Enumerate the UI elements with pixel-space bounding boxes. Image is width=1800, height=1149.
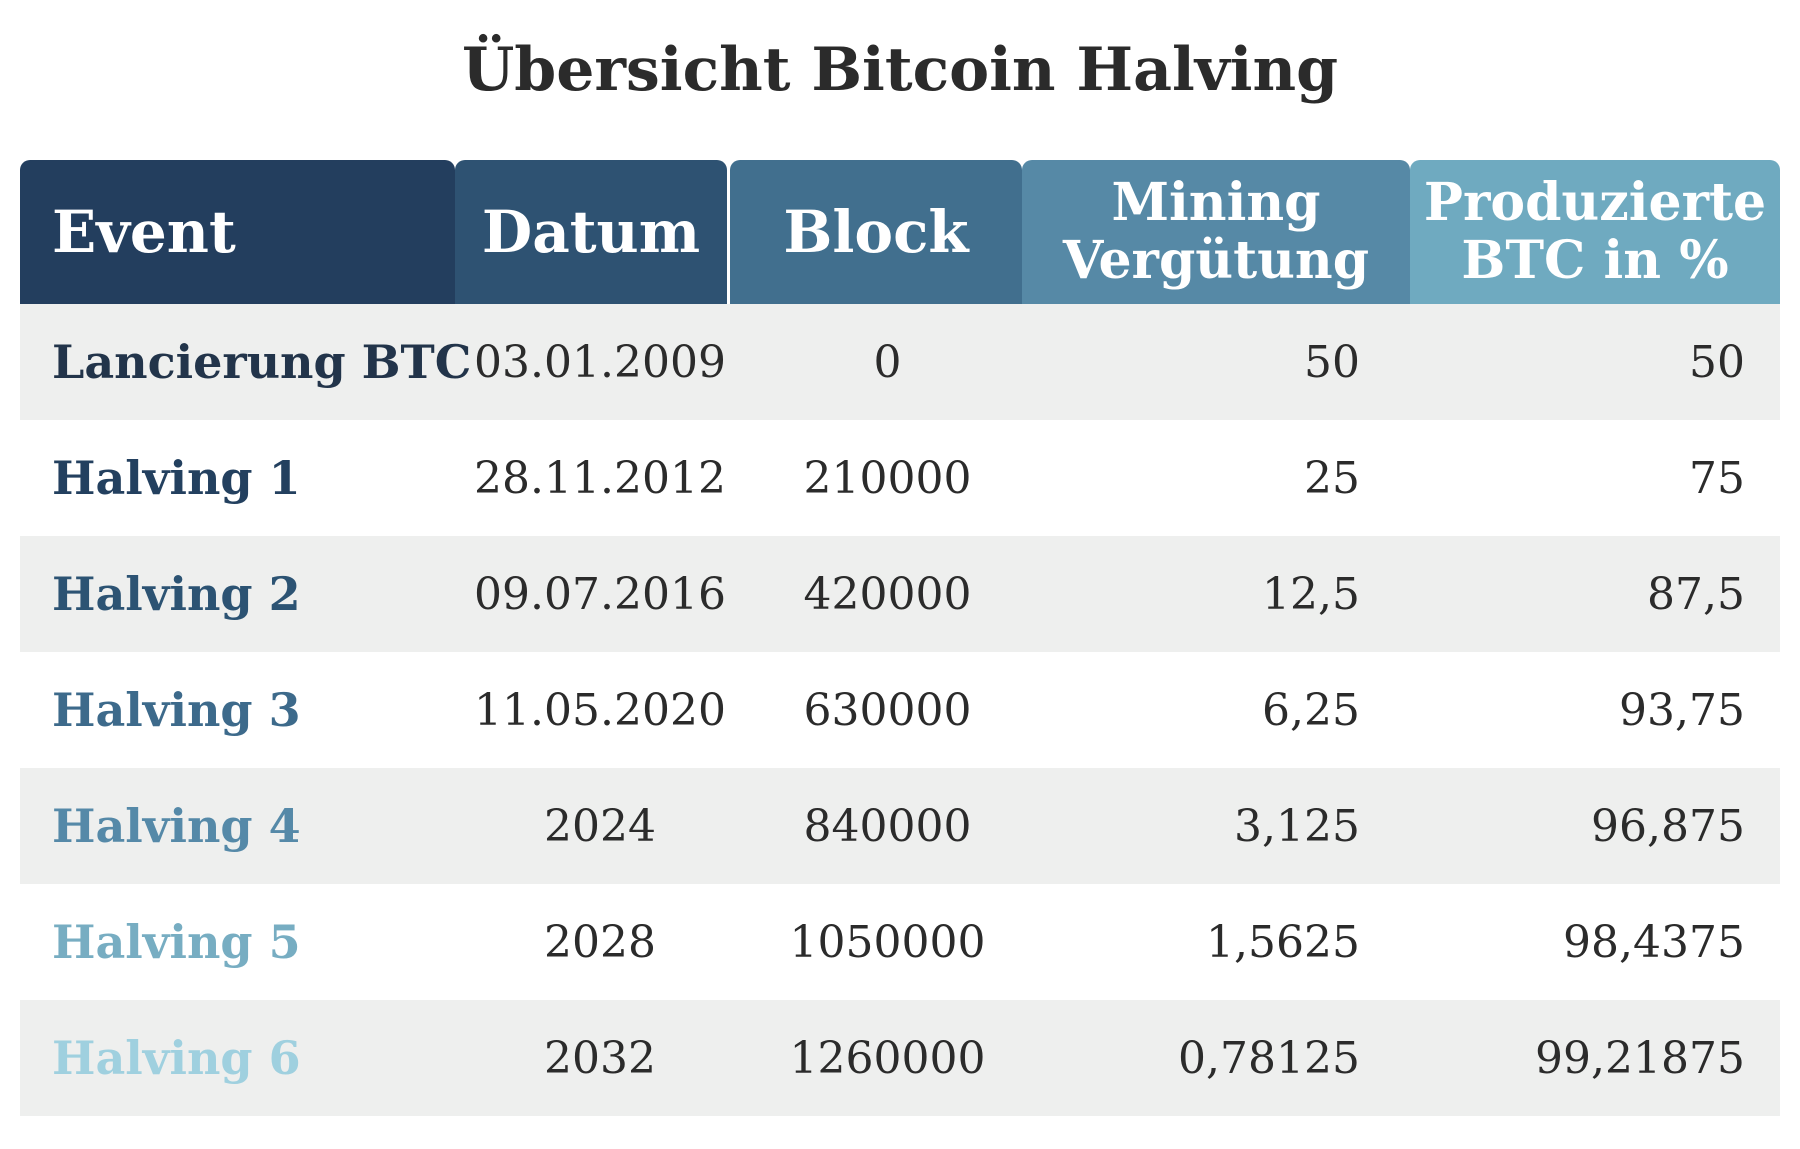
header-datum-label: Datum — [481, 198, 701, 266]
cell-produzierte-btc: 75 — [1689, 452, 1745, 504]
cell-datum: 28.11.2012 — [474, 452, 726, 504]
cell-mining-verguetung: 1,5625 — [1206, 916, 1360, 968]
header-mining-label: Mining Vergütung — [1063, 174, 1369, 290]
cell-datum: 2024 — [544, 800, 656, 852]
cell-mining-verguetung: 50 — [1304, 336, 1360, 388]
cell-mining-verguetung: 12,5 — [1262, 568, 1360, 620]
header-mining-line-1: Mining — [1111, 172, 1321, 233]
cell-block: 630000 — [803, 684, 972, 736]
cell-mining-verguetung: 25 — [1304, 452, 1360, 504]
cell-datum: 03.01.2009 — [474, 336, 726, 388]
header-produziert-line-1: Produzierte — [1423, 172, 1767, 233]
table-header-row: Event Datum Block Mining Vergütung Produ… — [20, 160, 1780, 304]
cell-block: 840000 — [803, 800, 972, 852]
cell-datum: 2032 — [544, 1032, 656, 1084]
table-row: Halving 5 2028 1050000 1,5625 98,4375 — [20, 884, 1780, 1000]
cell-produzierte-btc: 98,4375 — [1563, 916, 1745, 968]
table-row: Halving 1 28.11.2012 210000 25 75 — [20, 420, 1780, 536]
cell-block: 1050000 — [789, 916, 986, 968]
cell-produzierte-btc: 99,21875 — [1535, 1032, 1745, 1084]
cell-event: Halving 5 — [52, 915, 301, 969]
table-row: Halving 4 2024 840000 3,125 96,875 — [20, 768, 1780, 884]
table-row: Halving 3 11.05.2020 630000 6,25 93,75 — [20, 652, 1780, 768]
cell-event: Halving 1 — [52, 451, 301, 505]
header-produziert: Produzierte BTC in % — [1410, 160, 1780, 304]
cell-produzierte-btc: 96,875 — [1591, 800, 1745, 852]
chart-title: Übersicht Bitcoin Halving — [461, 35, 1339, 105]
cell-produzierte-btc: 87,5 — [1647, 568, 1745, 620]
table-row: Halving 6 2032 1260000 0,78125 99,21875 — [20, 1000, 1780, 1116]
header-event-label: Event — [52, 198, 236, 266]
cell-block: 1260000 — [789, 1032, 986, 1084]
table-row: Lancierung BTC 03.01.2009 0 50 50 — [20, 304, 1780, 420]
cell-mining-verguetung: 0,78125 — [1178, 1032, 1360, 1084]
header-produziert-line-2: BTC in % — [1461, 230, 1729, 291]
cell-event: Halving 3 — [52, 683, 301, 737]
cell-block: 420000 — [803, 568, 972, 620]
header-datum: Datum — [455, 160, 727, 304]
cell-event: Lancierung BTC — [52, 335, 472, 389]
cell-mining-verguetung: 6,25 — [1262, 684, 1360, 736]
cell-event: Halving 4 — [52, 799, 301, 853]
cell-datum: 11.05.2020 — [474, 684, 726, 736]
cell-produzierte-btc: 93,75 — [1619, 684, 1745, 736]
table-row: Halving 2 09.07.2016 420000 12,5 87,5 — [20, 536, 1780, 652]
cell-produzierte-btc: 50 — [1689, 336, 1745, 388]
header-mining: Mining Vergütung — [1022, 160, 1410, 304]
cell-event: Halving 6 — [52, 1031, 301, 1085]
header-block-label: Block — [783, 198, 969, 266]
header-block: Block — [730, 160, 1022, 304]
header-mining-line-2: Vergütung — [1062, 230, 1370, 291]
cell-datum: 2028 — [544, 916, 656, 968]
table-body: Lancierung BTC 03.01.2009 0 50 50 Halving 1 28… — [20, 304, 1780, 1116]
cell-block: 0 — [873, 336, 902, 388]
header-produziert-label: Produzierte BTC in % — [1424, 174, 1766, 290]
cell-block: 210000 — [803, 452, 972, 504]
cell-datum: 09.07.2016 — [474, 568, 726, 620]
cell-mining-verguetung: 3,125 — [1234, 800, 1360, 852]
halving-table: Event Datum Block Mining Vergütung Produ… — [20, 160, 1780, 1116]
cell-event: Halving 2 — [52, 567, 301, 621]
header-event: Event — [20, 160, 455, 304]
